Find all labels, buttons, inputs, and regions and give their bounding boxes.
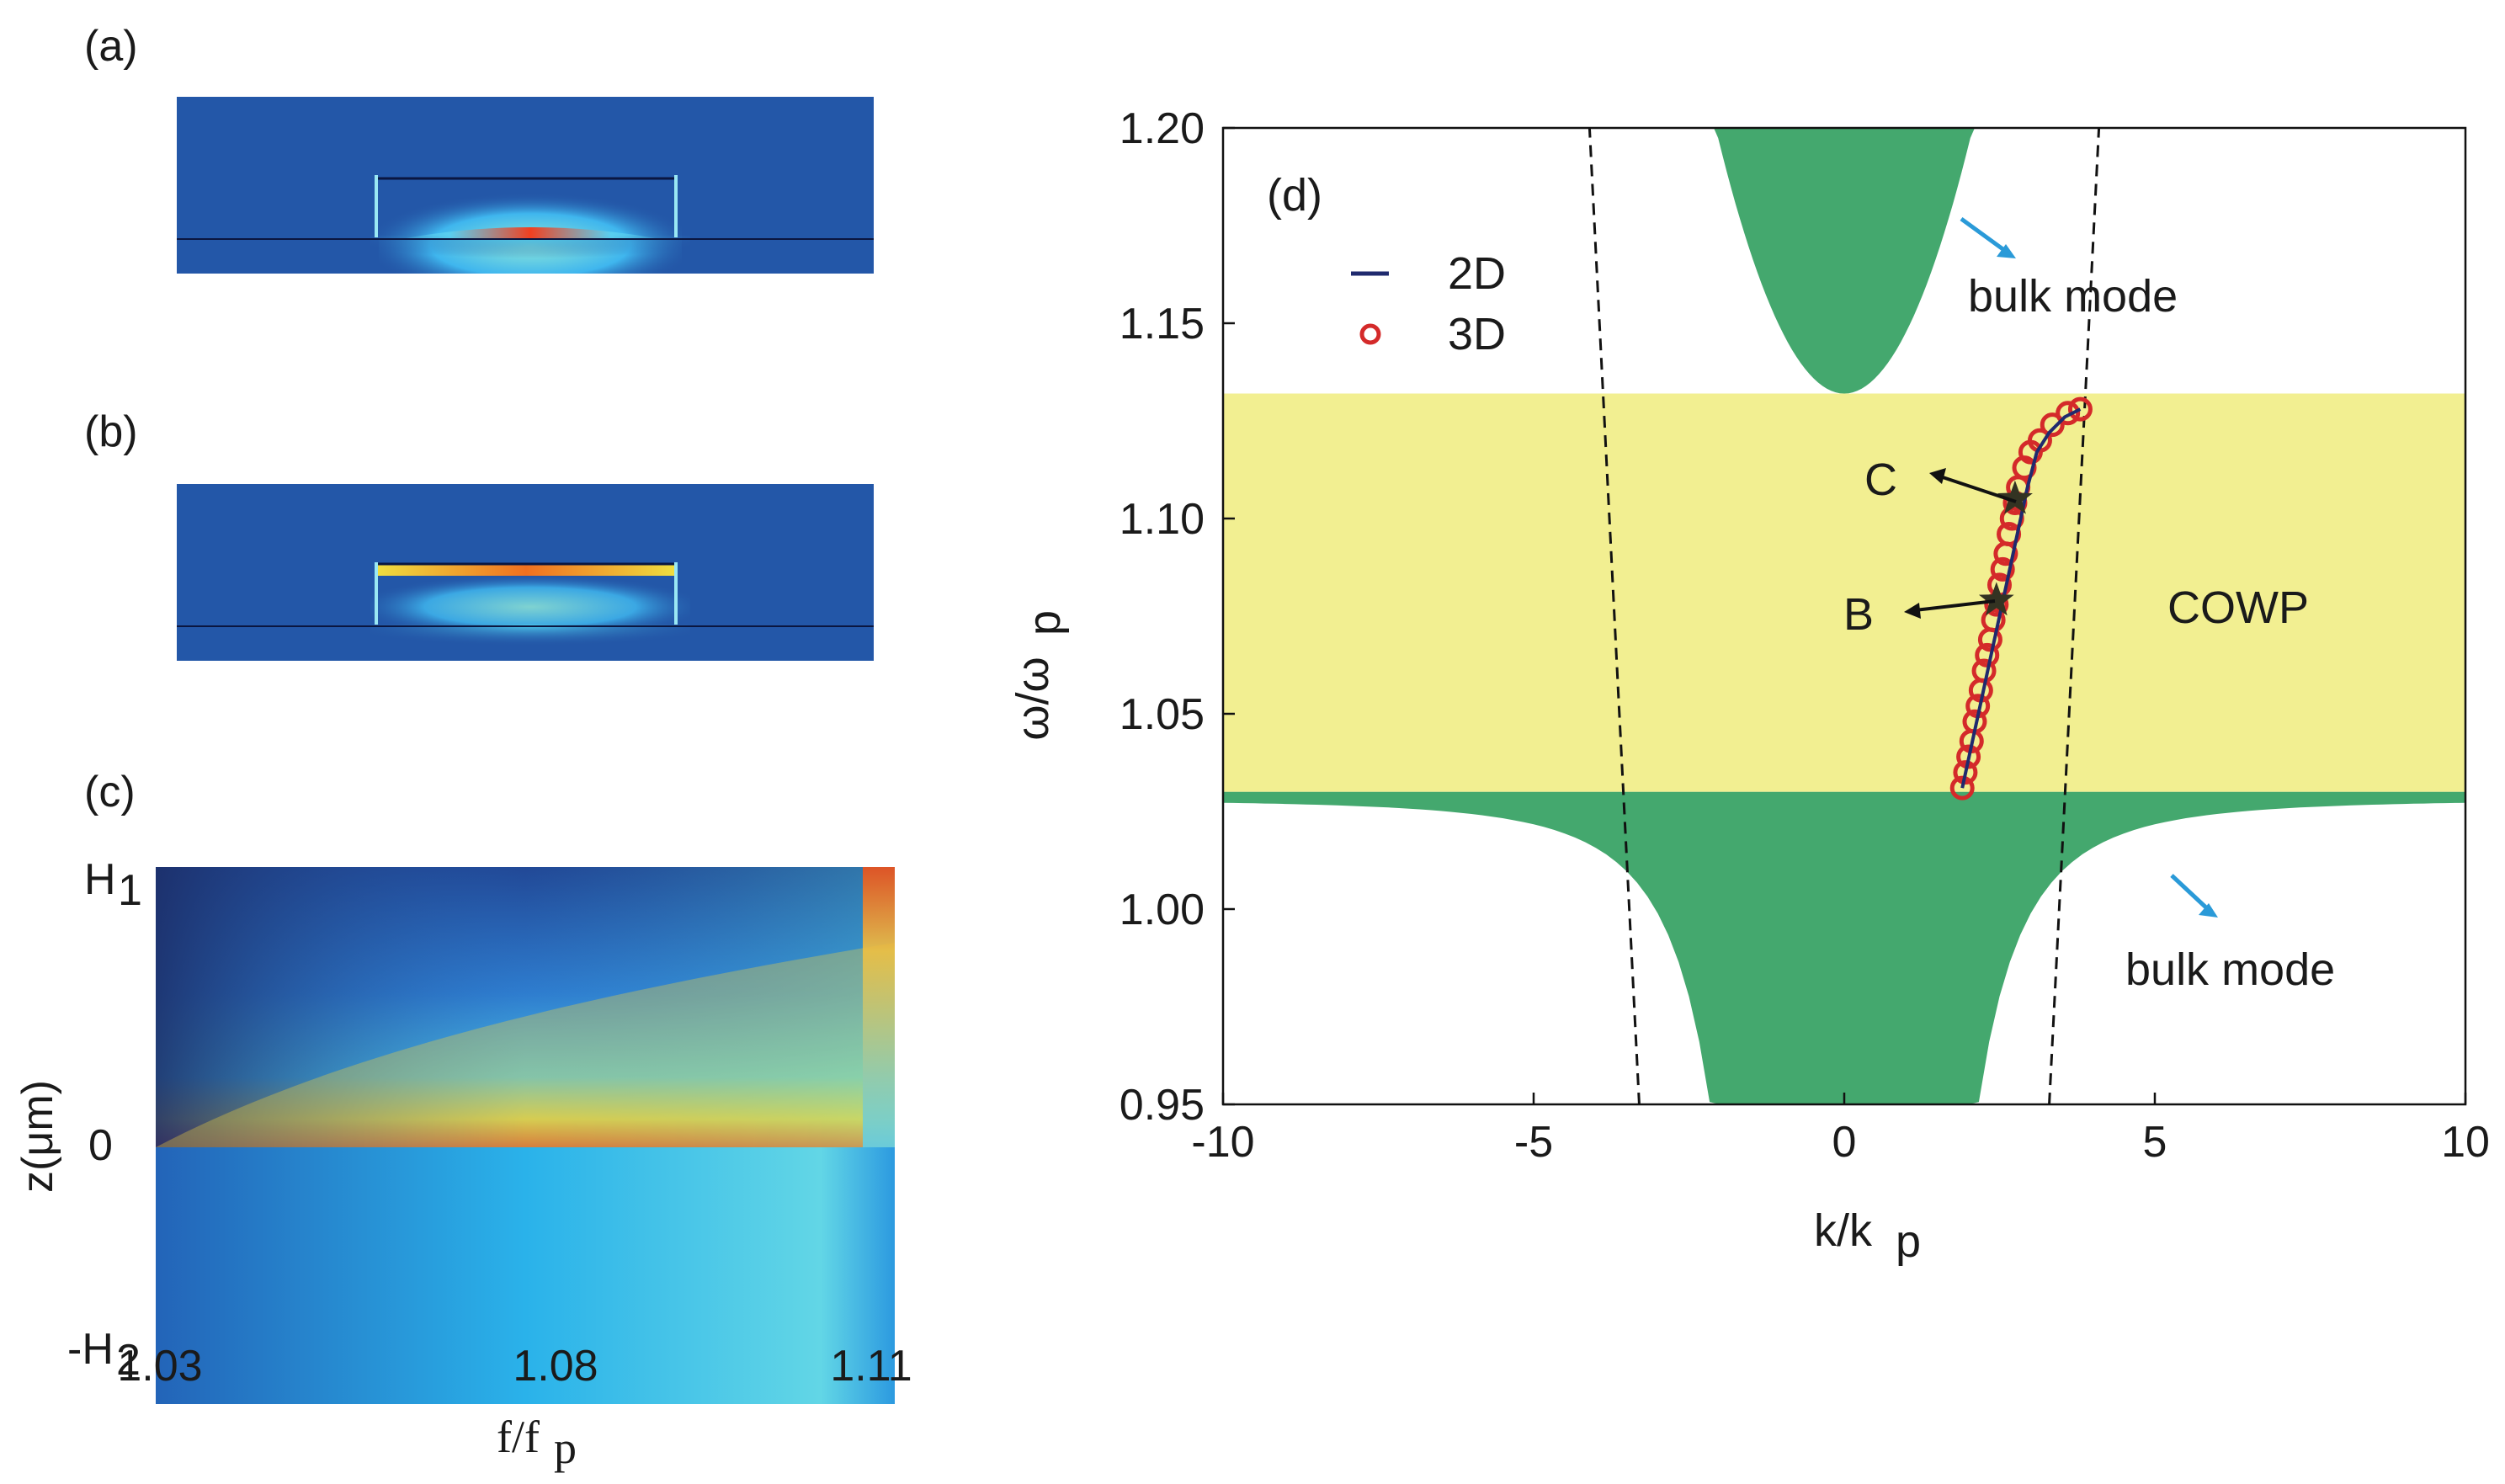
- c-xlabel-sub: p: [554, 1423, 577, 1473]
- bulk-region-lower: [1223, 791, 2465, 1104]
- d-xtick-label: 10: [2441, 1118, 2490, 1167]
- c-ytick-h1: H: [84, 855, 116, 904]
- cowp-band: [1223, 393, 2465, 792]
- series-3d-point: [1953, 760, 1978, 785]
- panel-c-y-axis: H 1 0 -H 2 z(μm): [13, 855, 142, 1385]
- panel-d-chart: -10 -5 0 5 10 0.95 1.00 1.05 1.10 1.15 1.20: [1120, 104, 2490, 1167]
- panel-c-x-axis: 1.03 1.08 1.11 f/f p: [117, 1342, 912, 1473]
- bulk-mode-lower-label: bulk mode: [2125, 944, 2335, 995]
- d-ylabel: ω/ω: [1008, 657, 1058, 740]
- c-ytick-h2: -H: [67, 1325, 114, 1374]
- marker-b-arrowhead: [1904, 603, 1921, 619]
- c-ytick-h2-sub: 2: [116, 1336, 141, 1385]
- marker-b-arrow: [1914, 599, 1996, 612]
- d-ytick-label: 1.05: [1120, 690, 1205, 739]
- d-ytick-label: 1.20: [1120, 104, 1205, 153]
- panel-b-field-map: [177, 484, 874, 661]
- d-ytick-label: 0.95: [1120, 1081, 1205, 1130]
- d-ylabel-group: ω/ω p: [1008, 610, 1070, 741]
- series-3d-point: [2027, 428, 2052, 453]
- c-xtick-0: 1.03: [117, 1342, 202, 1391]
- series-3d-point: [2040, 412, 2065, 438]
- cowp-label: COWP: [2167, 582, 2309, 633]
- d-ytick-label: 1.15: [1120, 300, 1205, 348]
- series-3d-point: [2067, 396, 2093, 422]
- c-ytick-zero: 0: [88, 1121, 113, 1170]
- d-annotations: bulk mode bulk mode COWP C B: [1843, 216, 2335, 995]
- c-xlabel: f/f: [497, 1412, 540, 1462]
- d-ytick-label: 1.10: [1120, 495, 1205, 544]
- legend-3d-swatch: [1359, 323, 1381, 345]
- marker-c-arrow: [1939, 475, 2017, 503]
- d-xtick-label: -5: [1514, 1118, 1553, 1167]
- d-xlabel-sub: p: [1896, 1216, 1921, 1267]
- marker-star-b: [1978, 582, 2014, 616]
- panel-a-label: (a): [84, 22, 138, 71]
- bulk-mode-upper-label: bulk mode: [1968, 271, 2178, 322]
- d-legend: 2D 3D: [1351, 248, 1506, 359]
- legend-2d-label: 2D: [1448, 248, 1506, 299]
- legend-3d-label: 3D: [1448, 309, 1506, 359]
- d-xlabel: k/k: [1814, 1205, 1873, 1256]
- series-3d-point: [1949, 775, 1975, 801]
- c-ytick-h1-sub: 1: [118, 866, 142, 915]
- panel-b-label: (b): [84, 407, 138, 456]
- d-xtick-label: 5: [2143, 1118, 2167, 1167]
- c-xtick-1: 1.08: [513, 1342, 598, 1391]
- series-3d-point: [2056, 401, 2081, 426]
- marker-c-label: C: [1864, 455, 1897, 505]
- series-3d-point: [1975, 642, 2000, 668]
- c-ylabel: z(μm): [13, 1080, 62, 1193]
- bulk-mode-upper-arrow: [1960, 216, 2009, 255]
- panel-c-label: (c): [84, 768, 136, 816]
- panel-a-field-map: [177, 97, 874, 274]
- marker-b-label: B: [1843, 589, 1874, 640]
- d-panel-label: (d): [1267, 170, 1322, 221]
- series-3d-point: [1990, 556, 2015, 582]
- d-xtick-label: -10: [1191, 1118, 1254, 1167]
- marker-c-arrowhead: [1929, 468, 1946, 484]
- c-xtick-2: 1.11: [830, 1342, 912, 1391]
- d-xtick-label: 0: [1832, 1118, 1857, 1167]
- d-ytick-label: 1.00: [1120, 886, 1205, 934]
- marker-star-c: [1997, 480, 2033, 514]
- d-ylabel-sub: p: [1019, 610, 1070, 636]
- bulk-region-upper: [1714, 128, 1975, 394]
- panel-c-heatmap: [156, 867, 895, 1404]
- bulk-mode-upper-arrowhead: [1997, 244, 2016, 258]
- series-2d-line: [1960, 407, 2082, 789]
- bulk-mode-lower-arrow: [2170, 874, 2211, 912]
- bulk-mode-lower-arrowhead: [2199, 903, 2218, 918]
- light-line-0: [1588, 128, 1641, 1104]
- light-line-1: [2048, 128, 2101, 1104]
